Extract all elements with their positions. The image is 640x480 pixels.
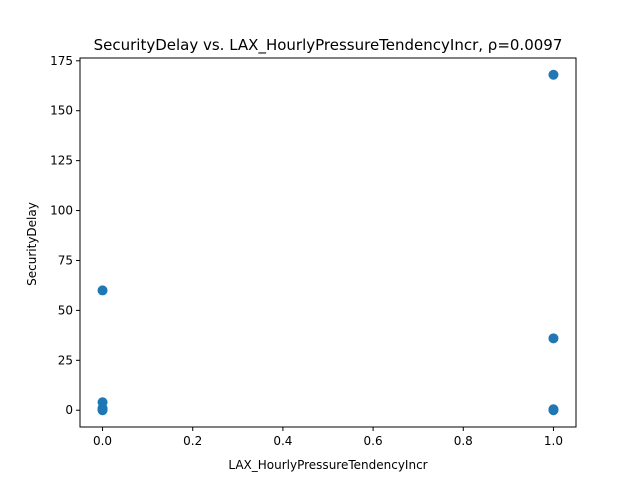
y-tick-label: 100 [50,204,73,218]
chart-title: SecurityDelay vs. LAX_HourlyPressureTend… [94,36,563,55]
data-point [548,69,559,80]
x-axis-label: LAX_HourlyPressureTendencyIncr [228,458,427,472]
y-tick-label: 50 [58,303,73,317]
x-tick-label: 0.2 [183,434,202,448]
y-tick-label: 125 [50,154,73,168]
y-tick-label: 175 [50,54,73,68]
data-point [548,404,559,415]
y-tick-label: 75 [58,253,73,267]
x-tick-label: 1.0 [544,434,563,448]
plot-frame [79,57,577,428]
data-point [548,333,559,344]
y-tick-label: 0 [65,403,73,417]
data-point [97,285,108,296]
y-tick-label: 150 [50,104,73,118]
x-axis: 0.0 0.2 0.4 0.6 0.8 1.0 [93,427,563,448]
y-tick-label: 25 [58,353,73,367]
data-point [97,397,108,408]
x-tick-label: 0.6 [364,434,383,448]
points-layer [97,69,559,416]
x-tick-label: 0.8 [454,434,473,448]
y-axis: 0 25 50 75 100 125 150 175 [50,54,80,417]
y-axis-label: SecurityDelay [25,202,39,286]
x-tick-label: 0.4 [273,434,292,448]
x-tick-label: 0.0 [93,434,112,448]
